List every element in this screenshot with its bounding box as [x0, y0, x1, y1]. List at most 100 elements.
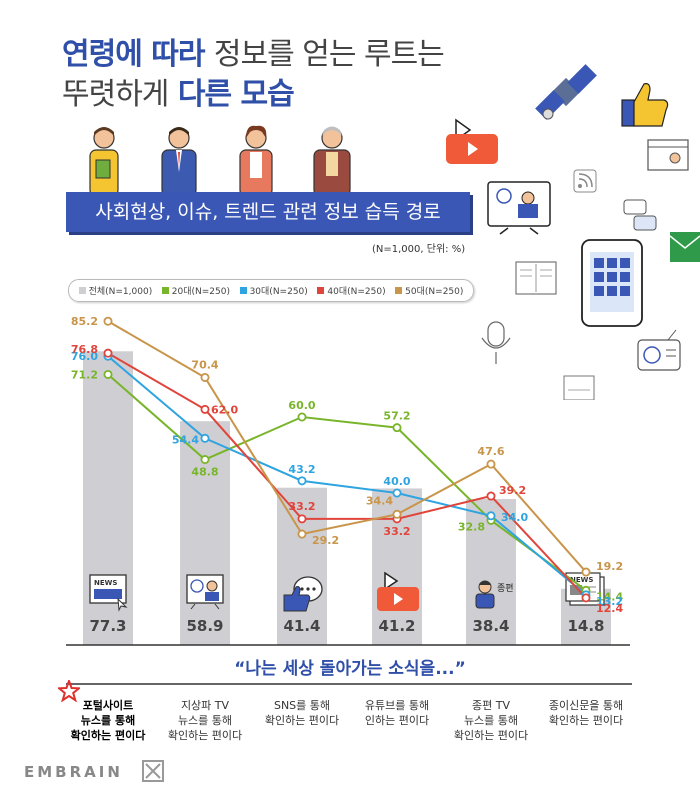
label-30s-5: 13.2 — [596, 595, 623, 608]
youtube-icon — [377, 571, 419, 611]
category-label-0: 포털사이트 뉴스를 통해 확인하는 편이다 — [70, 699, 146, 742]
person-30s-icon — [161, 127, 197, 196]
label-40s-3: 33.2 — [383, 525, 410, 538]
svg-text:종편: 종편 — [497, 582, 514, 594]
point-50s-5 — [581, 567, 591, 577]
people-illustration — [89, 125, 351, 196]
tagline-underline — [66, 683, 632, 685]
point-30s-3 — [392, 488, 402, 498]
point-40s-1 — [200, 404, 210, 414]
title-rest-1: 정보를 얻는 루트는 — [213, 37, 445, 72]
bar-value-1: 58.9 — [186, 617, 223, 635]
title-line-1: 연령에 따라 정보를 얻는 루트는 — [62, 36, 445, 74]
point-20s-0 — [103, 369, 113, 379]
cable-tv-person-icon: 종편 — [475, 580, 514, 609]
label-40s-4: 39.2 — [499, 484, 526, 497]
label-40s-2: 33.2 — [288, 500, 315, 513]
title-rest-2: 뚜렷하게 — [62, 77, 169, 112]
point-40s-2 — [297, 514, 307, 524]
legend-50s: 50대(N=250) — [395, 284, 463, 297]
brand-logo: EMBRAIN — [24, 763, 123, 781]
news-monitor-icon: NEWS — [89, 574, 128, 612]
category-label-1: 지상파 TV 뉴스를 통해 확인하는 편이다 — [167, 699, 243, 742]
line-50s — [107, 320, 587, 573]
label-30s-1: 54.4 — [172, 433, 199, 446]
label-20s-4: 32.8 — [458, 520, 485, 533]
point-20s-2 — [297, 412, 307, 422]
label-50s-0: 85.2 — [71, 315, 98, 328]
title-accent-2: 다른 모습 — [177, 77, 295, 112]
point-40s-0 — [103, 348, 113, 358]
point-30s-4 — [486, 511, 496, 521]
chart-area: NEWS 종편 NEWS 77.3 58.9 41.4 41.2 38.4 14.8 71.2 4… — [66, 315, 630, 646]
legend-20s: 20대(N=250) — [161, 284, 230, 297]
star-icon — [58, 680, 80, 702]
label-20s-0: 71.2 — [71, 368, 98, 381]
point-40s-5 — [581, 593, 591, 603]
person-40s-icon — [239, 125, 273, 196]
line-20s — [107, 373, 587, 592]
media-icons-cluster — [446, 64, 700, 400]
label-30s-0: 76.0 — [71, 350, 98, 363]
line-30s — [107, 355, 587, 596]
smartphone-icon — [581, 239, 643, 327]
point-50s-4 — [486, 459, 496, 469]
label-20s-5: 14.4 — [596, 590, 623, 603]
satellite-icon — [535, 64, 597, 120]
brand-mark-icon — [142, 760, 164, 782]
label-50s-4: 47.6 — [477, 445, 504, 458]
youtube-play-icon — [446, 118, 498, 164]
bar-value-0: 77.3 — [89, 617, 126, 635]
tv-news-icon — [186, 574, 224, 610]
chart-legend: 전체(N=1,000) 20대(N=250) 30대(N=250) 40대(N=… — [68, 279, 474, 302]
bar-value-3: 41.2 — [378, 617, 415, 635]
newspaper-icon — [515, 261, 557, 295]
tagline: “나는 세상 돌아가는 소식을...” — [234, 659, 466, 679]
bar-value-5: 14.8 — [567, 617, 604, 635]
category-label-3: 유튜브를 통해 인하는 편이다 — [364, 699, 430, 727]
chat-bubbles-icon — [623, 199, 657, 231]
person-50s-icon — [313, 126, 351, 196]
category-label-5: 종이신문을 통해 확인하는 편이다 — [548, 699, 624, 727]
label-40s-0: 76.8 — [71, 343, 98, 356]
point-50s-3 — [392, 509, 402, 519]
person-20s-icon — [89, 127, 119, 196]
label-40s-5: 12.4 — [596, 602, 623, 615]
point-30s-2 — [297, 476, 307, 486]
legend-total: 전체(N=1,000) — [78, 284, 152, 297]
thumbs-up-icon — [621, 83, 669, 127]
label-20s-2: 60.0 — [288, 399, 315, 412]
label-30s-4: 34.0 — [501, 511, 528, 524]
rss-icon — [573, 169, 597, 193]
bar-value-2: 41.4 — [283, 617, 320, 635]
label-50s-2: 29.2 — [312, 534, 339, 547]
point-30s-1 — [200, 433, 210, 443]
legend-30s: 30대(N=250) — [239, 284, 308, 297]
svg-text:NEWS: NEWS — [94, 579, 117, 587]
bar-total-1 — [180, 421, 230, 645]
subtitle-banner: 사회현상, 이슈, 트렌드 관련 정보 습득 경로 — [66, 192, 470, 232]
news-page-icon — [563, 375, 595, 400]
point-20s-1 — [200, 455, 210, 465]
point-50s-2 — [297, 529, 307, 539]
label-50s-1: 70.4 — [191, 358, 218, 371]
bar-total-2 — [277, 487, 327, 645]
label-50s-3: 34.4 — [366, 494, 393, 507]
microphone-icon — [481, 321, 511, 364]
label-50s-5: 19.2 — [596, 560, 623, 573]
svg-text:NEWS: NEWS — [570, 576, 593, 584]
unit-note: (N=1,000, 단위: %) — [372, 244, 466, 255]
bar-value-4: 38.4 — [472, 617, 509, 635]
legend-40s: 40대(N=250) — [317, 284, 386, 297]
sns-thumb-icon — [283, 576, 323, 612]
point-50s-0 — [103, 316, 113, 326]
point-20s-3 — [392, 423, 402, 433]
category-label-2: SNS를 통해 확인하는 편이다 — [264, 699, 340, 727]
profile-window-icon — [647, 139, 689, 171]
point-40s-4 — [486, 491, 496, 501]
label-20s-3: 57.2 — [383, 410, 410, 423]
mail-icon — [669, 232, 700, 262]
radio-icon — [637, 329, 681, 371]
point-50s-1 — [200, 372, 210, 382]
